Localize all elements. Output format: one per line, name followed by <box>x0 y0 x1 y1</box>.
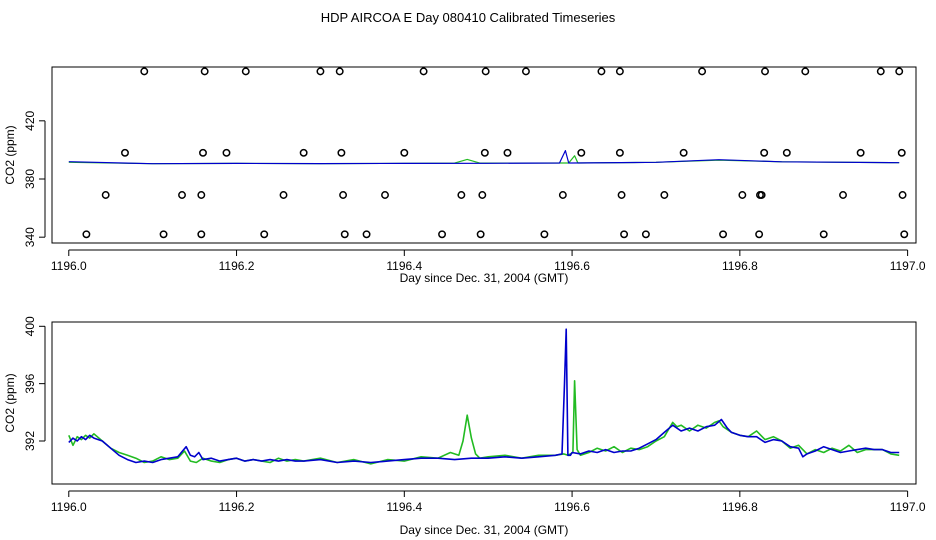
top-data-point <box>335 67 344 76</box>
top-data-point <box>419 67 428 76</box>
top-data-point <box>299 148 308 157</box>
top-data-point <box>101 191 110 199</box>
top-data-point <box>340 230 349 239</box>
bottom-x-axis: 1196.0 1196.2 1196.4 1196.6 1196.8 1197.0 <box>51 490 926 514</box>
top-x-tick-label: 1196.6 <box>554 259 590 273</box>
top-data-point <box>316 67 325 76</box>
top-data-point <box>82 230 91 239</box>
top-data-point <box>260 230 269 239</box>
top-x-axis: 1196.0 1196.2 1196.4 1196.6 1196.8 1197.0 <box>51 249 926 273</box>
top-data-point <box>898 191 907 199</box>
bottom-series-line-blue <box>68 328 900 464</box>
top-data-point <box>521 67 530 76</box>
top-data-point <box>381 191 389 199</box>
bottom-x-tick-label: 1196.4 <box>386 500 422 514</box>
top-data-point <box>337 148 346 157</box>
top-y-tick-label: 420 <box>23 110 37 130</box>
top-data-point <box>900 230 909 239</box>
top-data-point <box>400 148 409 157</box>
top-data-point <box>819 230 828 239</box>
bottom-x-tick-label: 1196.0 <box>51 500 87 514</box>
top-data-point <box>200 67 209 76</box>
top-panel: 1196.0 1196.2 1196.4 1196.6 1196.8 1197.0 340… <box>3 66 926 285</box>
top-data-point <box>617 191 626 199</box>
top-data-point <box>438 230 447 239</box>
top-data-point <box>339 191 348 199</box>
top-data-point <box>197 191 206 199</box>
top-data-point <box>476 230 485 239</box>
top-data-point <box>140 67 149 76</box>
top-data-point <box>801 67 810 76</box>
top-y-tick-label: 380 <box>23 169 37 189</box>
top-x-tick-label: 1197.0 <box>890 259 926 273</box>
top-data-point <box>660 191 669 199</box>
top-data-point <box>897 148 906 157</box>
bottom-plot-area <box>68 328 900 465</box>
bottom-y-axis-label: CO2 (ppm) <box>3 373 17 432</box>
top-data-point <box>597 67 606 76</box>
top-data-point <box>457 191 466 199</box>
top-data-point <box>121 148 129 157</box>
top-data-point <box>761 67 769 76</box>
top-data-point <box>755 230 764 239</box>
top-data-point <box>856 148 865 157</box>
top-data-point <box>279 191 288 199</box>
bottom-y-tick-label: 400 <box>23 316 37 336</box>
top-data-point <box>480 148 489 157</box>
top-plot-area <box>68 67 909 239</box>
top-data-point <box>503 148 512 157</box>
top-data-point <box>558 191 567 199</box>
top-x-axis-label: Day since Dec. 31, 2004 (GMT) <box>400 271 569 285</box>
figure-title: HDP AIRCOA E Day 080410 Calibrated Times… <box>321 10 616 25</box>
top-data-point <box>540 230 549 239</box>
top-y-axis: 340 380 420 <box>23 110 46 247</box>
top-data-point <box>481 67 490 76</box>
bottom-x-tick-label: 1196.6 <box>554 500 590 514</box>
top-data-point <box>615 148 624 157</box>
top-series-line-blue <box>68 150 900 165</box>
top-data-point <box>178 191 186 199</box>
top-data-point <box>641 230 650 239</box>
top-data-point <box>679 148 688 157</box>
top-data-point <box>876 67 885 76</box>
bottom-y-tick-label: 392 <box>23 431 37 451</box>
top-data-point <box>895 67 904 76</box>
bottom-panel: 1196.0 1196.2 1196.4 1196.6 1196.8 1197.0 392… <box>3 316 926 537</box>
top-y-tick-label: 340 <box>23 227 37 247</box>
top-data-point <box>241 67 250 76</box>
top-x-tick-label: 1196.4 <box>386 259 422 273</box>
top-y-axis-label: CO2 (ppm) <box>3 125 17 184</box>
top-data-point <box>362 230 371 239</box>
top-x-tick-label: 1196.2 <box>219 259 255 273</box>
top-data-point <box>199 148 207 157</box>
top-x-tick-label: 1196.0 <box>51 259 87 273</box>
bottom-x-tick-label: 1196.8 <box>722 500 758 514</box>
top-data-point <box>698 67 707 76</box>
top-data-point <box>620 230 629 239</box>
top-data-point <box>197 230 206 239</box>
bottom-plot-frame <box>51 321 917 485</box>
top-data-point <box>159 230 168 239</box>
top-series-line-green <box>68 155 900 165</box>
top-x-tick-label: 1196.8 <box>722 259 758 273</box>
top-data-point <box>760 148 769 157</box>
bottom-x-tick-label: 1197.0 <box>890 500 926 514</box>
top-data-point <box>782 148 791 157</box>
top-data-point <box>839 191 847 199</box>
bottom-y-tick-label: 396 <box>23 373 37 393</box>
top-data-point <box>222 148 231 157</box>
bottom-y-axis: 392 396 400 <box>23 316 46 451</box>
bottom-x-axis-label: Day since Dec. 31, 2004 (GMT) <box>400 523 569 537</box>
top-data-point <box>577 148 586 157</box>
top-data-point <box>478 191 487 199</box>
top-plot-frame <box>51 66 917 244</box>
top-data-point <box>738 191 747 199</box>
bottom-x-tick-label: 1196.2 <box>219 500 255 514</box>
top-data-point <box>615 67 624 76</box>
top-data-point <box>719 230 728 239</box>
top-data-point <box>757 191 766 199</box>
bottom-series-line-green <box>68 379 900 465</box>
